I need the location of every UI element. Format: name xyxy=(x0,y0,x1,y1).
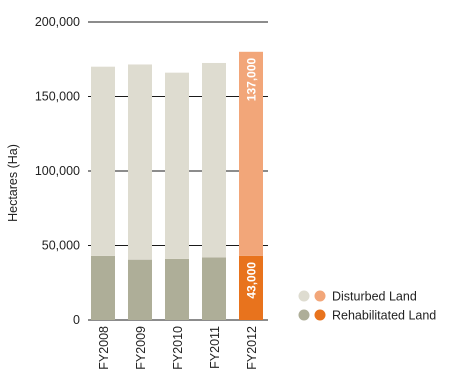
legend-swatch-highlight xyxy=(314,309,326,321)
bars xyxy=(91,51,263,320)
x-tick-label: FY2011 xyxy=(208,326,222,369)
x-tick-label: FY2012 xyxy=(245,326,259,370)
x-axis-labels: FY2008 FY2009 FY2010 FY2011 FY2012 xyxy=(97,326,259,370)
y-tick-label: 50,000 xyxy=(42,239,80,253)
y-tick-label: 150,000 xyxy=(35,90,80,104)
y-axis-title: Hectares (Ha) xyxy=(6,144,20,222)
bar-rehabilitated-fy2008 xyxy=(91,255,115,320)
bar-rehabilitated-fy2010 xyxy=(165,258,189,320)
bar-disturbed-fy2008 xyxy=(91,66,115,256)
y-tick-label: 200,000 xyxy=(35,15,80,29)
x-tick-label: FY2008 xyxy=(97,326,111,370)
legend-label: Rehabilitated Land xyxy=(332,309,436,323)
y-tick-label: 0 xyxy=(73,313,80,327)
data-label: 137,000 xyxy=(245,57,259,101)
x-tick-label: FY2010 xyxy=(171,326,185,370)
legend-swatch xyxy=(298,309,310,321)
bar-disturbed-fy2010 xyxy=(165,72,189,259)
data-label: 43,000 xyxy=(245,262,259,299)
bar-disturbed-fy2009 xyxy=(128,64,152,260)
bar-rehabilitated-fy2009 xyxy=(128,259,152,320)
bar-disturbed-fy2012 xyxy=(239,51,263,256)
legend-swatch xyxy=(298,290,310,302)
legend-label: Disturbed Land xyxy=(332,290,417,304)
legend-swatch-highlight xyxy=(314,290,326,302)
y-axis-ticks: 0 50,000 100,000 150,000 200,000 xyxy=(35,15,80,327)
bar-disturbed-fy2011 xyxy=(202,62,226,258)
legend: Disturbed Land Rehabilitated Land xyxy=(298,290,436,323)
bar-rehabilitated-fy2012 xyxy=(239,255,263,320)
data-labels: 43,000 137,000 xyxy=(245,57,259,298)
x-tick-label: FY2009 xyxy=(134,326,148,370)
y-tick-label: 100,000 xyxy=(35,164,80,178)
bar-rehabilitated-fy2011 xyxy=(202,257,226,320)
